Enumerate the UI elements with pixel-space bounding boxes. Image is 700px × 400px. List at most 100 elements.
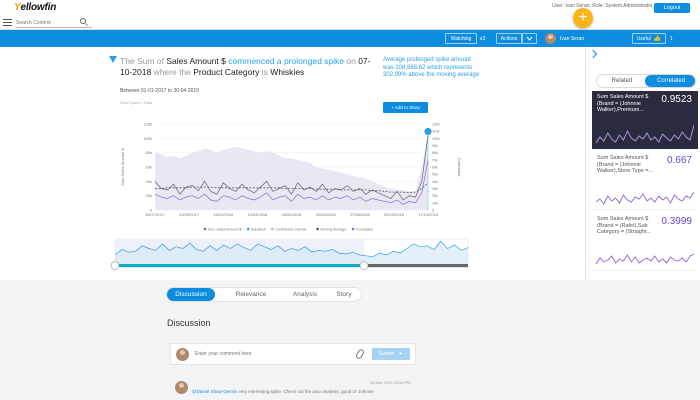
useful-button[interactable]: Useful 👍 xyxy=(632,33,666,44)
avatar xyxy=(175,381,188,394)
scrollbar-track[interactable] xyxy=(364,264,468,268)
y2-tick-label: 110k xyxy=(432,130,440,134)
y-axis-label: Sum Sales Amount $ xyxy=(120,148,125,186)
avatar xyxy=(176,348,189,361)
y-tick-label: 80k xyxy=(146,150,152,155)
tab-discussion[interactable]: Discussion xyxy=(167,288,215,301)
y-tick-label: 120k xyxy=(143,122,152,127)
y2-tick-label: 80k xyxy=(432,151,438,155)
sparkline xyxy=(596,191,694,205)
submit-button[interactable]: Submit ➤ xyxy=(372,348,410,360)
y2-tick-label: 50k xyxy=(432,173,438,177)
view-query-link[interactable]: View Query / Data xyxy=(120,100,153,105)
comment-composer: Submit➤ xyxy=(170,343,416,365)
range-handle-right[interactable] xyxy=(359,261,369,270)
confidence-band xyxy=(155,131,428,210)
y2-tick-label: 30k xyxy=(432,187,438,191)
y2-tick-label: 120k xyxy=(432,123,440,127)
card-score: 0.667 xyxy=(666,155,692,166)
tab-correlated[interactable]: Correlated xyxy=(645,75,695,87)
x-tick-label: 26/07/2017 xyxy=(145,212,166,217)
tab-related[interactable]: Related xyxy=(611,78,633,84)
tab-analysis[interactable]: Analysis xyxy=(292,291,318,298)
card-score: 0.3999 xyxy=(661,216,692,227)
y-tick-label: 0 xyxy=(150,208,153,213)
x-tick-label: 05/05/2018 xyxy=(281,212,302,217)
x-tick-label: 30/06/2018 xyxy=(316,212,337,217)
watching-button[interactable]: Watching xyxy=(445,33,477,44)
card-score: 0.9523 xyxy=(661,94,692,105)
y-tick-label: 20k xyxy=(146,193,152,198)
actions-dropdown[interactable] xyxy=(522,33,537,44)
comment-item: 23 Mar 2020 10:54 PM @Daniel Shaw-Dennis… xyxy=(170,378,416,400)
submit-label: Submit xyxy=(379,351,395,357)
search-icon[interactable] xyxy=(80,18,86,24)
add-to-story-button[interactable]: + Add to Story xyxy=(383,102,428,113)
headline-event: commenced a prolonged spike xyxy=(228,56,344,66)
scrollbar-selected[interactable] xyxy=(115,264,364,268)
x-tick-label: 15/01/2018 xyxy=(213,212,234,217)
tab-relevance[interactable]: Relevance xyxy=(235,291,267,298)
y2-tick-label: 90k xyxy=(432,144,438,148)
comment-input[interactable] xyxy=(195,348,335,360)
x-tick-label: 17/10/2018 xyxy=(418,212,439,217)
spike-summary: Average prolonged spike amount was 108,9… xyxy=(383,57,480,78)
headline-is: is xyxy=(259,66,271,77)
legend-swatch xyxy=(351,227,355,231)
thumbs-up-icon: 👍 xyxy=(653,36,662,42)
moving-average-line xyxy=(155,182,429,194)
avatar[interactable] xyxy=(545,33,556,44)
y-tick-label: 40k xyxy=(146,179,152,184)
headline-pre: The Sum of xyxy=(120,56,167,66)
range-handle-left[interactable] xyxy=(110,261,120,270)
y-tick-label: 100k xyxy=(143,136,152,141)
logo[interactable]: Yellowfin xyxy=(14,2,56,13)
paperclip-icon[interactable] xyxy=(354,348,366,360)
actions-button[interactable]: Actions xyxy=(496,33,522,44)
search-input[interactable] xyxy=(16,17,88,28)
tab-story[interactable]: Story xyxy=(336,291,352,298)
card-measure-name: Sum Sales Amount $ (Brand = (Rafel),Sub … xyxy=(597,216,651,235)
headline-date: 07-10-2018 xyxy=(120,56,371,77)
headline-on: on xyxy=(344,56,359,66)
sparkline-path xyxy=(596,253,694,265)
headline-where: where the xyxy=(151,66,194,77)
comment-timestamp: 23 Mar 2020 10:54 PM xyxy=(370,380,411,385)
period-text: Between 01-01-2017 to 30-04-2019 xyxy=(120,88,199,94)
sales-line xyxy=(154,135,429,201)
legend-swatch xyxy=(271,227,274,231)
x-tick-label: 22/09/2018 xyxy=(384,212,405,217)
legend-item: Moving Average xyxy=(321,228,347,232)
comment-text: @Daniel Shaw-Dennis very interesting spi… xyxy=(192,389,414,394)
correlated-line xyxy=(154,159,429,205)
y-tick-label: 60k xyxy=(146,165,152,170)
correlated-card[interactable]: Sum Sales Amount $ (Brand = (Johnnie Wal… xyxy=(592,152,698,210)
legend-item: Confidence Interval xyxy=(275,228,306,232)
insight-headline: The Sum of Sales Amount $ commenced a pr… xyxy=(120,56,375,77)
useful-count: 1 xyxy=(670,36,673,42)
useful-label: Useful xyxy=(636,35,651,42)
add-fab-button[interactable]: + xyxy=(573,8,593,28)
spike-chart: 0 20k 40k 60k 80k 100k 120k 0 10k 20k 30k 40k 50k 60k… xyxy=(110,122,469,270)
user-info: User: Ivan Seran, Role: System Administr… xyxy=(552,3,653,9)
y2-tick-label: 60k xyxy=(432,166,438,170)
spike-marker-icon xyxy=(424,127,432,136)
hamburger-menu-icon[interactable] xyxy=(3,19,12,26)
search-row xyxy=(0,15,700,30)
x-tick-label: 27/08/2018 xyxy=(350,212,371,217)
y2-tick-label: 0 xyxy=(432,209,434,213)
y2-axis-label: Correlated xyxy=(457,158,462,177)
sparkline xyxy=(596,253,694,265)
logout-button[interactable]: Logout xyxy=(654,3,690,13)
sparkline-path xyxy=(596,124,694,144)
discussion-title: Discussion xyxy=(167,318,211,328)
x-tick-label: 20/09/2017 xyxy=(179,212,200,217)
y2-tick-label: 100k xyxy=(432,137,440,141)
chevron-down-icon xyxy=(526,36,533,41)
card-measure-name: Sum Sales Amount $ (Brand = (Johnnie Wal… xyxy=(597,94,649,113)
y2-tick-label: 20k xyxy=(432,194,438,198)
comment-mention[interactable]: @Daniel Shaw-Dennis xyxy=(192,389,238,394)
correlated-card[interactable]: Sum Sales Amount $ (Brand = (Johnnie Wal… xyxy=(592,91,698,149)
correlated-card[interactable]: Sum Sales Amount $ (Brand = (Rafel),Sub … xyxy=(592,213,698,271)
logo-main: ellow xyxy=(20,2,45,13)
